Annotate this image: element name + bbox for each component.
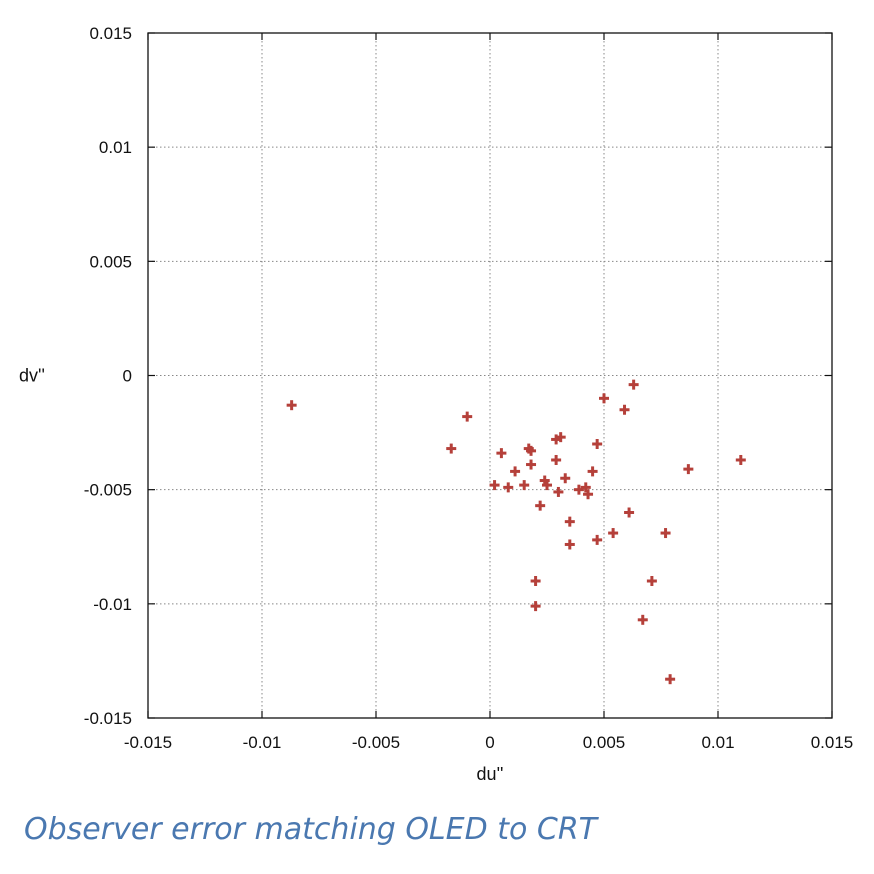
y-tick-label: -0.005 bbox=[84, 481, 132, 500]
data-point bbox=[583, 489, 594, 500]
x-tick-label: 0.015 bbox=[811, 733, 854, 752]
y-tick-label: 0.01 bbox=[99, 138, 132, 157]
x-tick-label: -0.015 bbox=[124, 733, 172, 752]
data-point bbox=[646, 576, 657, 586]
x-tick-label: 0 bbox=[485, 733, 494, 752]
data-point bbox=[462, 411, 473, 422]
data-point bbox=[564, 516, 575, 527]
data-point bbox=[446, 443, 457, 454]
y-tick-label: -0.015 bbox=[84, 709, 132, 728]
y-tick-label: 0 bbox=[123, 367, 132, 386]
data-point bbox=[551, 454, 562, 465]
data-point bbox=[286, 400, 297, 411]
data-point bbox=[535, 500, 546, 511]
data-point bbox=[580, 482, 591, 493]
data-point bbox=[587, 466, 598, 477]
data-point bbox=[592, 534, 603, 545]
data-point bbox=[735, 454, 746, 465]
data-point bbox=[530, 576, 541, 586]
data-point bbox=[637, 614, 648, 625]
data-point bbox=[599, 393, 609, 404]
grid-lines bbox=[148, 33, 832, 718]
y-axis-label: dv'' bbox=[19, 366, 45, 386]
x-tick-label: -0.01 bbox=[243, 733, 282, 752]
x-tick-label: -0.005 bbox=[352, 733, 400, 752]
data-point bbox=[530, 601, 541, 612]
y-tick-label: 0.015 bbox=[89, 24, 132, 43]
data-point bbox=[489, 480, 500, 491]
data-point bbox=[573, 484, 584, 495]
data-points bbox=[286, 379, 746, 685]
tick-marks bbox=[147, 32, 833, 719]
data-point bbox=[519, 480, 530, 491]
data-point bbox=[683, 464, 694, 475]
data-point bbox=[560, 473, 571, 484]
data-point bbox=[542, 480, 552, 491]
data-point bbox=[526, 445, 537, 456]
x-tick-label: 0.01 bbox=[701, 733, 734, 752]
data-point bbox=[503, 482, 514, 493]
x-tick-labels: -0.015 -0.01 -0.005 0 0.005 0.01 0.015 bbox=[124, 733, 853, 752]
data-point bbox=[526, 459, 537, 470]
data-point bbox=[496, 448, 507, 459]
figure-caption: Observer error matching OLED to CRT bbox=[24, 812, 598, 847]
x-tick-label: 0.005 bbox=[583, 733, 626, 752]
data-point bbox=[628, 379, 639, 390]
data-point bbox=[608, 528, 619, 539]
data-point bbox=[564, 539, 575, 550]
data-point bbox=[592, 439, 603, 449]
data-point bbox=[555, 432, 566, 443]
data-point bbox=[665, 674, 676, 685]
data-point bbox=[553, 486, 564, 497]
data-point bbox=[660, 528, 671, 539]
data-point bbox=[510, 466, 521, 477]
data-point bbox=[619, 404, 630, 415]
y-tick-label: -0.01 bbox=[93, 595, 132, 614]
x-axis-label: du'' bbox=[477, 764, 504, 784]
data-point bbox=[624, 507, 635, 518]
y-tick-labels: 0.015 0.01 0.005 0 -0.005 -0.01 -0.015 bbox=[84, 24, 132, 728]
y-tick-label: 0.005 bbox=[89, 252, 132, 271]
